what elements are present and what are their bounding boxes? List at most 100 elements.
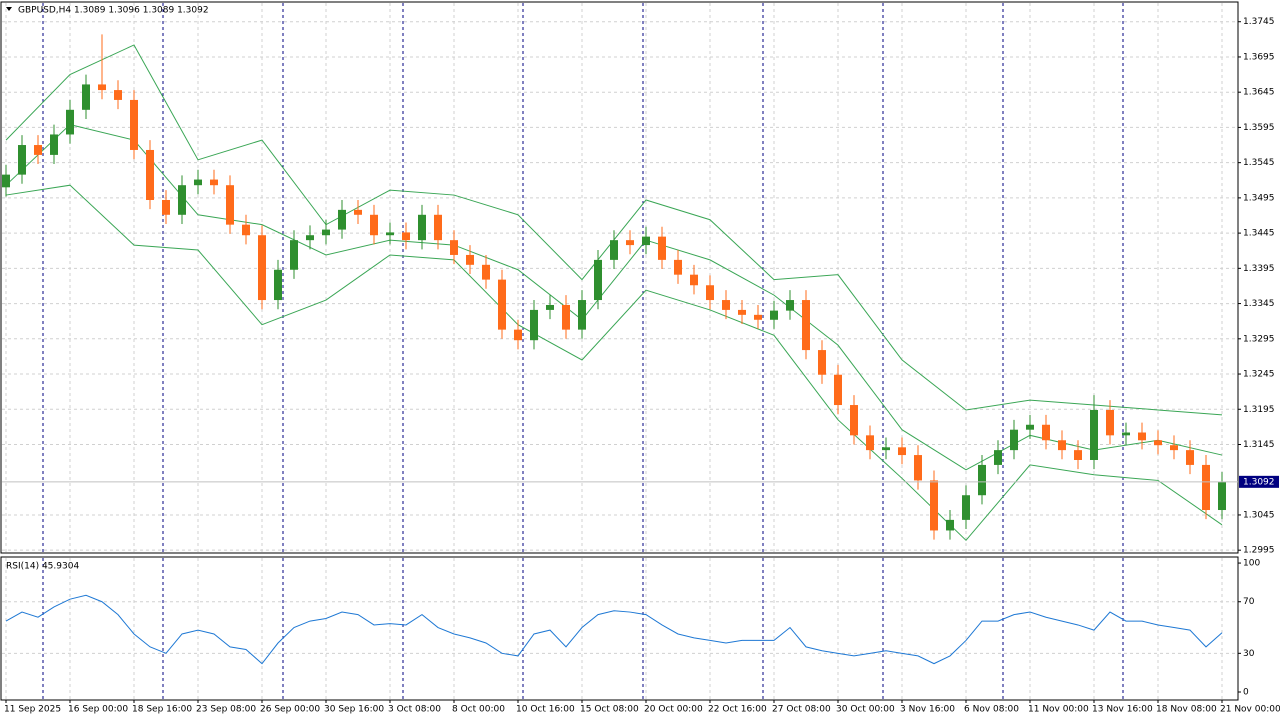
candle-body	[322, 229, 330, 236]
candle-body	[450, 240, 458, 255]
y-tick-label: 1.3645	[1243, 88, 1275, 98]
candle-body	[642, 236, 650, 246]
y-tick-label: 1.3445	[1243, 229, 1275, 239]
y-tick-label: 1.3595	[1243, 123, 1275, 133]
candle-body	[690, 274, 698, 286]
candle-body	[482, 264, 490, 280]
candle-body	[834, 374, 842, 406]
candle-body	[802, 300, 810, 351]
x-tick-label: 13 Nov 16:00	[1092, 705, 1153, 715]
candle-body	[370, 214, 378, 236]
rsi-panel-frame	[0, 556, 1239, 701]
candle-body	[114, 90, 122, 100]
candle-body	[946, 519, 954, 531]
candle-body	[242, 224, 250, 236]
candle-body	[1218, 481, 1226, 511]
candle-body	[210, 179, 218, 186]
x-tick-label: 6 Nov 08:00	[964, 705, 1019, 715]
candle-body	[1042, 424, 1050, 441]
x-tick-label: 22 Oct 16:00	[708, 705, 767, 715]
candle-body	[882, 447, 890, 451]
candle-body	[258, 235, 266, 301]
candle-body	[306, 235, 314, 241]
x-tick-label: 18 Sep 16:00	[132, 705, 192, 715]
y-tick-label: 1.3195	[1243, 405, 1275, 415]
x-tick-label: 3 Oct 08:00	[388, 705, 441, 715]
candle-body	[386, 232, 394, 236]
last-price-box	[1239, 475, 1279, 488]
x-tick-label: 20 Oct 00:00	[644, 705, 703, 715]
candle-body	[1058, 440, 1066, 451]
candle-body	[994, 450, 1002, 465]
candle-body	[498, 279, 506, 330]
candle-body	[562, 304, 570, 330]
candle-body	[594, 259, 602, 301]
x-tick-label: 27 Oct 08:00	[772, 705, 831, 715]
candle-body	[578, 300, 586, 330]
y-tick-label: 0	[1243, 688, 1249, 698]
candle-body	[162, 199, 170, 215]
chart-title: GBPUSD,H4 1.3089 1.3096 1.3089 1.3092	[18, 6, 209, 16]
rsi-line	[5, 594, 1223, 665]
candle-body	[1202, 464, 1210, 511]
candle-body	[418, 214, 426, 241]
candle-body	[146, 149, 154, 200]
candle-body	[1170, 445, 1178, 451]
candle-body	[402, 232, 410, 241]
candle-body	[1106, 409, 1114, 436]
candle-body	[66, 109, 74, 135]
x-tick-label: 11 Nov 00:00	[1028, 705, 1089, 715]
candle-body	[34, 145, 42, 155]
candle-body	[514, 329, 522, 341]
y-tick-label: 1.2995	[1243, 546, 1275, 556]
y-tick-label: 1.3745	[1243, 17, 1275, 27]
bollinger-middle	[5, 124, 1223, 471]
y-tick-label: 1.3045	[1243, 510, 1275, 520]
x-tick-label: 21 Nov 00:00	[1220, 705, 1280, 715]
y-tick-label: 1.3345	[1243, 299, 1275, 309]
plot-layer: 1.3745 1.3695 1.3645 1.3595 1.3545 1.3495 1.34…	[2, 3, 1280, 715]
x-tick-label: 18 Nov 08:00	[1156, 705, 1217, 715]
candle-body	[82, 84, 90, 110]
candle-body	[898, 447, 906, 456]
x-tick-label: 30 Oct 00:00	[836, 705, 895, 715]
rsi-title: RSI(14) 45.9304	[6, 562, 79, 572]
candle-body	[850, 405, 858, 436]
candle-body	[466, 254, 474, 265]
candle-body	[546, 304, 554, 310]
candle-body	[930, 480, 938, 531]
candle-body	[770, 310, 778, 320]
candle-body	[18, 145, 26, 175]
x-tick-label: 26 Sep 00:00	[260, 705, 320, 715]
x-tick-label: 10 Oct 16:00	[516, 705, 575, 715]
y-tick-label: 70	[1243, 597, 1255, 607]
y-tick-label: 1.3395	[1243, 264, 1275, 274]
y-tick-label: 1.3545	[1243, 158, 1275, 168]
candle-body	[354, 209, 362, 215]
x-tick-label: 15 Oct 08:00	[580, 705, 639, 715]
candle-body	[1186, 450, 1194, 465]
x-tick-label: 11 Sep 2025	[4, 705, 61, 715]
candle-body	[1010, 429, 1018, 451]
candle-body	[626, 240, 634, 246]
x-tick-label: 8 Oct 00:00	[452, 705, 505, 715]
candle-body	[338, 209, 346, 230]
candle-body	[738, 309, 746, 315]
candle-body	[530, 309, 538, 341]
y-tick-label: 1.3295	[1243, 334, 1275, 344]
x-tick-label: 23 Sep 08:00	[196, 705, 256, 715]
y-tick-label: 1.3245	[1243, 370, 1275, 380]
candle-body	[786, 300, 794, 311]
candle-body	[866, 435, 874, 451]
candle-body	[194, 179, 202, 186]
menu-arrow	[6, 7, 12, 11]
candle-body	[1122, 432, 1130, 436]
candle-body	[610, 240, 618, 260]
y-tick-label: 1.3495	[1243, 193, 1275, 203]
candle-body	[962, 495, 970, 520]
y-tick-label: 1.3695	[1243, 52, 1275, 62]
candle-body	[50, 134, 58, 155]
candle-body	[1026, 424, 1034, 430]
bollinger-lower	[5, 184, 1223, 542]
candle-body	[674, 259, 682, 275]
